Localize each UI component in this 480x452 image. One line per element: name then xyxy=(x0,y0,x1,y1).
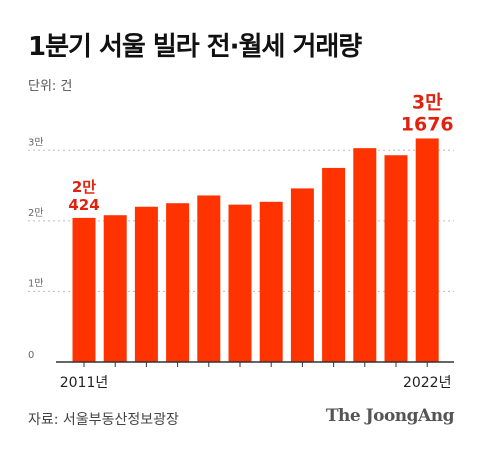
bar xyxy=(197,195,221,362)
bar xyxy=(166,203,190,362)
gridlines xyxy=(28,149,454,292)
data-label: 424 xyxy=(68,196,99,214)
bar xyxy=(72,217,96,362)
bar xyxy=(103,215,127,362)
bar xyxy=(259,201,283,362)
bar xyxy=(353,148,377,362)
bar xyxy=(290,188,314,362)
bars xyxy=(72,138,439,362)
bar xyxy=(322,167,346,362)
unit-label: 단위: 건 xyxy=(28,79,73,94)
data-label: 3만 xyxy=(412,91,443,113)
x-ticks xyxy=(83,362,428,367)
y-tick-label: 3만 xyxy=(28,136,44,148)
data-label: 1676 xyxy=(401,113,454,135)
data-label: 2만 xyxy=(72,178,96,196)
y-tick-labels: 0 1만 2만 3만 xyxy=(28,136,44,361)
bar xyxy=(415,138,439,362)
chart-title: 1분기 서울 빌라 전·월세 거래량 xyxy=(28,32,362,62)
y-tick-label: 1만 xyxy=(28,277,44,289)
x-tick-labels: 2011년 2022년 xyxy=(60,375,452,391)
bar xyxy=(384,155,408,362)
y-tick-label: 2만 xyxy=(28,207,44,219)
brand-logo: The JoongAng xyxy=(325,406,455,426)
bar xyxy=(134,206,158,362)
y-tick-label: 0 xyxy=(28,350,34,361)
source-note: 자료: 서울부동산정보광장 xyxy=(28,412,179,428)
x-tick-label: 2011년 xyxy=(60,375,109,391)
x-tick-label: 2022년 xyxy=(403,375,452,391)
bar xyxy=(228,204,252,362)
